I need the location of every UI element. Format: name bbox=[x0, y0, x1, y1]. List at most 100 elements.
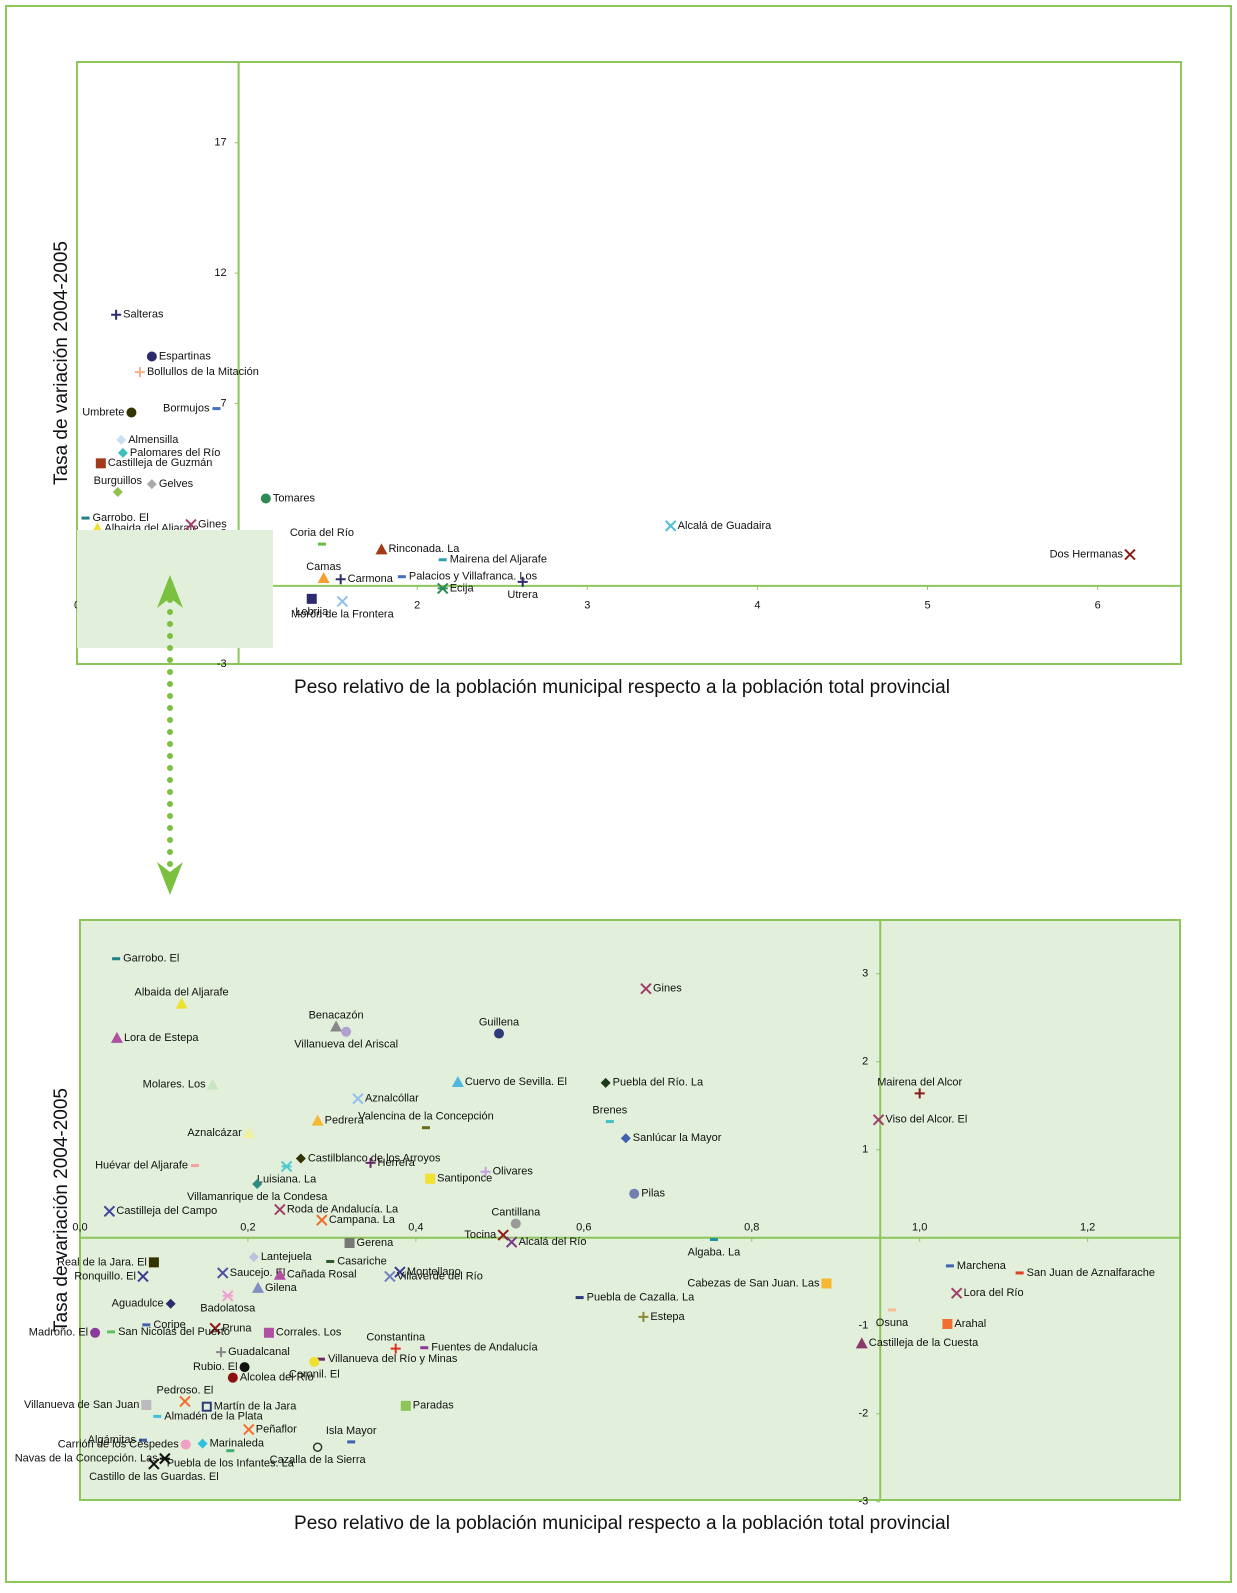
point bbox=[605, 1120, 614, 1124]
point bbox=[141, 1399, 152, 1410]
point bbox=[165, 1298, 176, 1309]
point bbox=[107, 1330, 116, 1334]
point-label: Castilblanco de los Arroyos bbox=[308, 1152, 441, 1164]
point bbox=[295, 1153, 306, 1164]
point-label: Navas de la Concepción. Las bbox=[15, 1453, 159, 1465]
point-label: Tomares bbox=[273, 492, 316, 504]
point-label: Rubio. El bbox=[193, 1361, 238, 1373]
point bbox=[191, 1164, 200, 1168]
point bbox=[316, 1214, 328, 1226]
point bbox=[384, 1270, 396, 1283]
point-label: Rinconada. La bbox=[388, 543, 460, 555]
point bbox=[185, 518, 197, 531]
point bbox=[242, 1126, 255, 1138]
point-label: Puebla de Cazalla. La bbox=[587, 1291, 696, 1303]
y-tick-label: 12 bbox=[214, 267, 226, 279]
point bbox=[510, 1218, 521, 1229]
point-label: Lora del Río bbox=[964, 1287, 1024, 1299]
point bbox=[872, 1114, 885, 1126]
point-label: Palacios y Villafranca. Los bbox=[409, 571, 538, 583]
point-label: Corrales. Los bbox=[276, 1327, 342, 1339]
point-label: Morón de la Frontera bbox=[291, 608, 395, 620]
y-tick-label: 1 bbox=[862, 1144, 868, 1156]
x-tick-label: 2 bbox=[414, 600, 420, 612]
point bbox=[81, 516, 90, 520]
point bbox=[116, 434, 127, 445]
point bbox=[248, 1252, 259, 1263]
point bbox=[390, 1343, 401, 1354]
point bbox=[855, 1337, 868, 1349]
arrow-head bbox=[157, 862, 183, 895]
point-label: Huévar del Aljarafe bbox=[95, 1159, 188, 1171]
point bbox=[437, 582, 449, 595]
x-tick-label: 4 bbox=[754, 600, 760, 612]
point-label: Salteras bbox=[123, 309, 164, 321]
point-label: Palomares del Río bbox=[130, 447, 221, 459]
point-label: Constantina bbox=[366, 1332, 426, 1344]
point-label: Puebla de los Infantes. La bbox=[167, 1458, 295, 1470]
point bbox=[821, 1278, 832, 1289]
point bbox=[153, 1414, 162, 1418]
point-label: Paradas bbox=[413, 1400, 454, 1412]
point bbox=[252, 1179, 263, 1190]
point bbox=[709, 1237, 718, 1241]
point bbox=[438, 558, 447, 562]
point-label: Ecija bbox=[450, 582, 475, 594]
point-label: Viso del Alcor. El bbox=[886, 1114, 968, 1126]
point-label: Cazalla de la Sierra bbox=[270, 1454, 367, 1466]
point-label: Carrión de los Céspedes bbox=[58, 1438, 180, 1450]
point bbox=[480, 1166, 491, 1177]
x-tick-label: 1,0 bbox=[912, 1222, 927, 1234]
point-label: Gelves bbox=[159, 478, 194, 490]
point-label: Cabezas de San Juan. Las bbox=[687, 1277, 820, 1289]
point bbox=[263, 1327, 274, 1338]
point bbox=[629, 1188, 640, 1199]
point-label: Herrera bbox=[378, 1157, 416, 1169]
point-label: Villaverde del Río bbox=[397, 1270, 483, 1282]
x-tick-label: 6 bbox=[1095, 600, 1101, 612]
y-axis-title: Tasa de variación 2004-2005 bbox=[51, 1088, 72, 1332]
point-label: Aguadulce bbox=[112, 1298, 164, 1310]
point bbox=[243, 1423, 255, 1436]
point bbox=[90, 1327, 101, 1338]
point-label: Marchena bbox=[957, 1260, 1007, 1272]
point-label: Gerena bbox=[357, 1237, 395, 1249]
point-label: Valencina de la Concepción bbox=[358, 1111, 494, 1123]
point bbox=[146, 351, 157, 362]
point-label: Gilena bbox=[265, 1282, 298, 1294]
point-label: Aznalcázar bbox=[187, 1127, 242, 1139]
x-tick-label: 0,2 bbox=[240, 1222, 255, 1234]
y-tick-label: 3 bbox=[862, 968, 868, 980]
y-tick-label: 17 bbox=[214, 137, 226, 149]
point-label: Bormujos bbox=[163, 403, 210, 415]
point bbox=[117, 447, 128, 458]
point bbox=[280, 1160, 293, 1173]
y-tick-label: 2 bbox=[862, 1056, 868, 1068]
point bbox=[312, 1442, 323, 1452]
point-label: Badolatosa bbox=[200, 1303, 256, 1315]
y-tick-label: -3 bbox=[217, 658, 227, 670]
point bbox=[336, 595, 349, 608]
point-label: Castillo de las Guardas. El bbox=[89, 1471, 219, 1483]
point-label: Santiponce bbox=[437, 1173, 492, 1185]
point-label: Montellano bbox=[407, 1266, 461, 1278]
point bbox=[134, 367, 145, 378]
point bbox=[375, 543, 388, 555]
arrow-head bbox=[157, 575, 183, 608]
point bbox=[945, 1264, 954, 1268]
point-label: Villanueva del Río y Minas bbox=[328, 1353, 458, 1365]
point-label: Carmona bbox=[348, 573, 394, 585]
point bbox=[347, 1440, 356, 1444]
point-label: Cañada Rosal bbox=[287, 1269, 357, 1281]
point-label: Albaida del Aljarafe bbox=[135, 987, 229, 999]
point bbox=[341, 1026, 352, 1037]
point bbox=[638, 1311, 649, 1322]
point bbox=[103, 1205, 116, 1218]
point-label: Castilleja de la Cuesta bbox=[869, 1337, 979, 1349]
point-label: Lantejuela bbox=[261, 1251, 313, 1263]
point bbox=[222, 1290, 234, 1302]
point-label: Coronil. El bbox=[289, 1369, 340, 1381]
point bbox=[311, 1114, 324, 1126]
point-label: Guillena bbox=[479, 1016, 520, 1028]
point bbox=[273, 1268, 286, 1280]
